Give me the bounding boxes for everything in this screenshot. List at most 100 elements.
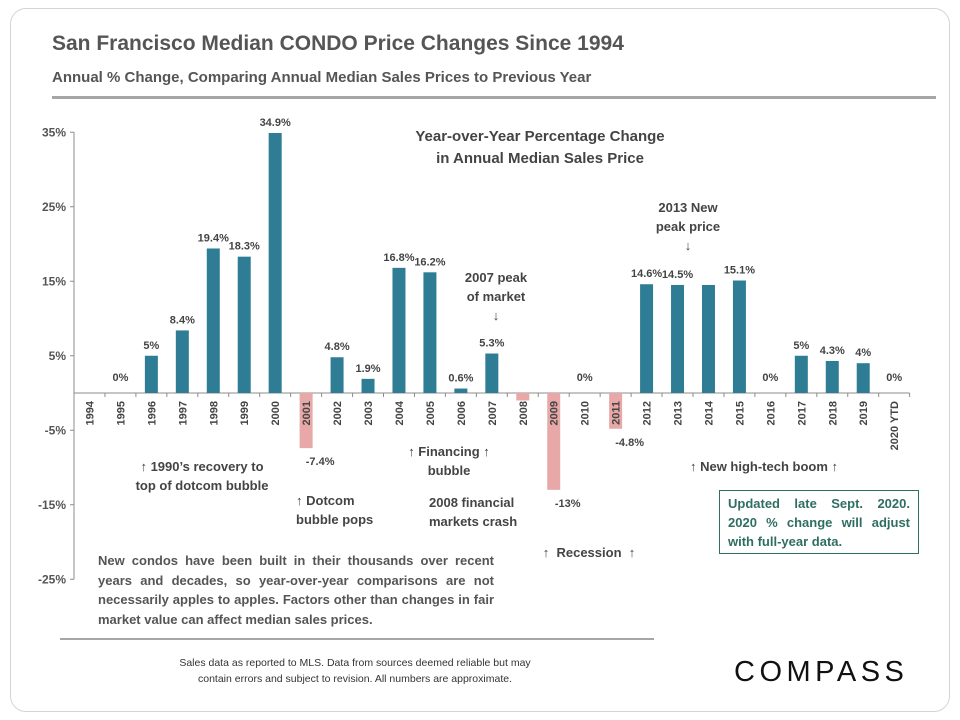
x-tick-label: 2002 — [332, 401, 344, 425]
data-label: 5% — [143, 340, 159, 352]
x-tick-label: 1996 — [146, 401, 158, 425]
bar-2002 — [330, 357, 344, 393]
data-label: 0% — [762, 372, 778, 384]
annotation-2008-crash-line-1: 2008 financial — [429, 495, 515, 510]
x-tick-label: 2001 — [301, 401, 313, 425]
x-tick-label: 1999 — [239, 401, 251, 425]
x-tick-label: 1997 — [177, 401, 189, 425]
bar-1996 — [144, 355, 158, 393]
data-label: 4% — [855, 347, 871, 359]
y-tick-label: -15% — [38, 498, 66, 512]
x-tick-label: 2005 — [425, 401, 437, 425]
annotation-2013-peak-line-2: peak price — [655, 219, 721, 234]
x-tick-label: 2000 — [270, 401, 282, 425]
bar-2015 — [732, 280, 746, 393]
x-tick-label: 2012 — [642, 401, 654, 425]
bar-2009 — [547, 393, 561, 490]
x-tick-label: 1995 — [115, 401, 127, 425]
data-label: -4.8% — [615, 437, 644, 449]
x-tick-label: 2003 — [363, 401, 375, 425]
data-label: 18.3% — [229, 241, 260, 253]
data-label: -13% — [555, 498, 581, 510]
data-label: 0% — [112, 372, 128, 384]
bar-2008 — [516, 393, 530, 401]
page-title: San Francisco Median CONDO Price Changes… — [52, 32, 624, 55]
data-label: 34.9% — [260, 117, 291, 129]
annotation-recession: ↑ Recession ↑ — [542, 545, 636, 560]
x-tick-label: 2019 — [858, 401, 870, 425]
update-note-box: Updated late Sept. 2020. 2020 % change w… — [719, 490, 919, 554]
y-tick-label: 25% — [42, 200, 66, 214]
bar-2017 — [794, 355, 808, 393]
bar-2005 — [423, 272, 437, 393]
data-label: 14.5% — [662, 269, 693, 281]
annotation-2013-peak: 2013 New peak price ↓ — [638, 198, 738, 255]
annotation-2007-peak: 2007 peak of market ↓ — [451, 268, 541, 325]
chart-frame — [10, 8, 950, 712]
bar-2007 — [485, 353, 499, 393]
annotation-financing-line-2: bubble — [427, 463, 471, 478]
bar-2000 — [268, 132, 282, 393]
bar-2013 — [671, 284, 685, 393]
x-tick-label: 2010 — [580, 401, 592, 425]
annotation-financing-line-1: ↑ Financing ↑ — [408, 444, 490, 459]
data-label: 1.9% — [355, 363, 380, 375]
annotation-2008-crash: 2008 financial markets crash — [429, 493, 549, 531]
x-tick-label: 2004 — [394, 400, 406, 425]
bar-2018 — [825, 360, 839, 393]
top-divider — [52, 96, 936, 99]
data-label: 8.4% — [170, 314, 195, 326]
x-tick-label: 2017 — [796, 401, 808, 425]
x-tick-label: 2006 — [456, 401, 468, 425]
x-tick-label: 2011 — [611, 401, 623, 425]
bar-1997 — [175, 330, 189, 393]
data-label: 14.6% — [631, 268, 662, 280]
data-label: 0% — [577, 372, 593, 384]
bar-2011 — [609, 393, 623, 429]
down-arrow-icon: ↓ — [492, 308, 500, 323]
footer-line-1: Sales data as reported to MLS. Data from… — [179, 657, 531, 669]
x-tick-label: 2015 — [734, 401, 746, 425]
x-tick-label: 2009 — [549, 401, 561, 425]
footer-disclaimer: Sales data as reported to MLS. Data from… — [110, 655, 600, 687]
bar-2014 — [701, 284, 715, 393]
data-label: 5.3% — [479, 338, 504, 350]
x-tick-label: 2013 — [673, 401, 685, 425]
compass-logo: COMPASS — [734, 656, 909, 688]
x-tick-label: 1998 — [208, 401, 220, 425]
annotation-financing: ↑ Financing ↑ bubble — [388, 442, 510, 480]
data-label: 0.6% — [448, 373, 473, 385]
bar-2012 — [640, 284, 654, 393]
y-tick-label: 5% — [49, 349, 67, 363]
y-tick-label: -5% — [45, 423, 67, 437]
methodology-note: New condos have been built in their thou… — [98, 553, 494, 627]
x-tick-label: 2007 — [487, 401, 499, 425]
annotation-recovery-line-2: top of dotcom bubble — [135, 478, 269, 493]
bar-2004 — [392, 267, 406, 393]
down-arrow-icon: ↓ — [684, 238, 692, 253]
x-tick-label: 2020 YTD — [889, 401, 901, 450]
annotation-high-tech-boom: ↑ New high-tech boom ↑ — [689, 459, 839, 474]
y-tick-label: -25% — [38, 572, 66, 586]
x-tick-label: 2018 — [827, 401, 839, 425]
bar-2003 — [361, 378, 375, 393]
annotation-2008-crash-line-2: markets crash — [429, 514, 518, 529]
annotation-dotcom-line-1: ↑ Dotcom — [296, 493, 355, 508]
y-tick-label: 15% — [42, 274, 66, 288]
annotation-dotcom: ↑ Dotcom bubble pops — [296, 491, 396, 529]
annotation-2007-peak-line-1: 2007 peak — [464, 270, 528, 285]
x-tick-label: 2014 — [703, 400, 715, 425]
chart-title-line-2: in Annual Median Sales Price — [436, 150, 644, 167]
x-tick-label: 1994 — [84, 400, 96, 425]
data-label: 16.8% — [383, 252, 414, 264]
x-tick-label: 2016 — [765, 401, 777, 425]
data-label: -7.4% — [306, 456, 335, 468]
data-label: 4.8% — [325, 341, 350, 353]
footer-line-2: contain errors and subject to revision. … — [198, 673, 512, 685]
data-label: 5% — [793, 340, 809, 352]
x-tick-label: 2008 — [518, 401, 530, 425]
bar-1999 — [237, 256, 251, 393]
chart-title: Year-over-Year Percentage Change in Annu… — [398, 126, 682, 170]
page-subtitle: Annual % Change, Comparing Annual Median… — [52, 69, 592, 86]
